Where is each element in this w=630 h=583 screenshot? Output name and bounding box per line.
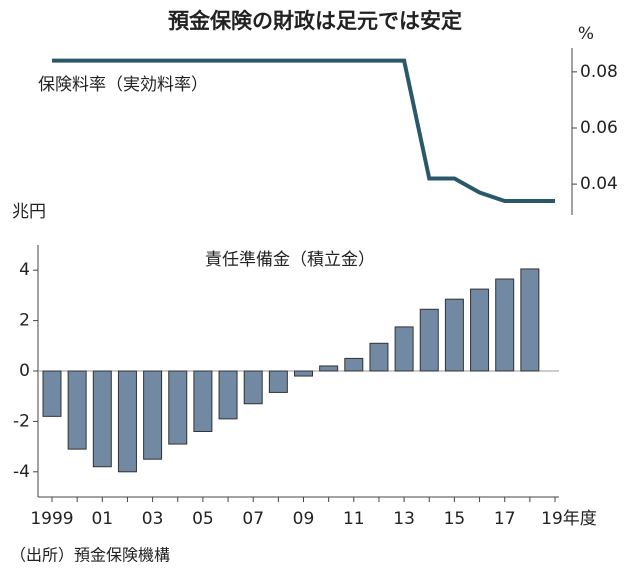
y-tick-label: 0 <box>19 361 30 381</box>
series-label: 保険料率（実効料率） <box>38 75 208 95</box>
bar <box>394 326 414 372</box>
series-label: 責任準備金（積立金） <box>205 250 375 270</box>
chart-title: 預金保険の財政は足元では安定 <box>168 9 462 33</box>
bar <box>268 370 288 393</box>
y-tick-label: 0.04 <box>580 174 618 194</box>
x-tick-label: 11 <box>343 509 365 529</box>
x-tick-label: 01 <box>91 509 113 529</box>
x-tick-label: 09 <box>293 509 315 529</box>
y-tick-label: 0.08 <box>580 62 618 82</box>
bar <box>117 370 137 473</box>
bar <box>193 370 213 432</box>
bar <box>344 357 364 372</box>
bar <box>243 370 263 405</box>
y-tick-label: 2 <box>19 311 30 331</box>
bar <box>470 288 490 372</box>
bar <box>495 278 515 372</box>
x-tick-label: 13 <box>393 509 415 529</box>
bar <box>319 365 339 372</box>
bar <box>294 370 313 377</box>
x-tick-label: 05 <box>192 509 214 529</box>
bar <box>520 268 540 372</box>
bar <box>419 308 439 372</box>
y-unit: 兆円 <box>12 202 46 222</box>
bar <box>369 342 389 372</box>
x-tick-label: 17 <box>494 509 516 529</box>
y-tick-label: -4 <box>13 462 30 482</box>
y-tick-label: 4 <box>19 260 30 280</box>
bar <box>444 298 464 372</box>
source: （出所）預金保険機構 <box>10 546 170 565</box>
bar <box>67 370 87 450</box>
bar <box>92 370 112 468</box>
bar <box>168 370 188 445</box>
line <box>52 58 555 203</box>
y-tick-label: -2 <box>13 411 30 431</box>
bar <box>42 370 62 417</box>
x-tick-label: 07 <box>242 509 264 529</box>
x-tick-label: 19年度 <box>541 509 597 529</box>
bar <box>218 370 238 420</box>
x-tick-label: 1999 <box>30 509 73 529</box>
y-tick-label: 0.06 <box>580 118 618 138</box>
x-tick-label: 03 <box>142 509 164 529</box>
bar <box>143 370 163 460</box>
x-tick-label: 15 <box>444 509 466 529</box>
y-unit: % <box>578 24 594 44</box>
